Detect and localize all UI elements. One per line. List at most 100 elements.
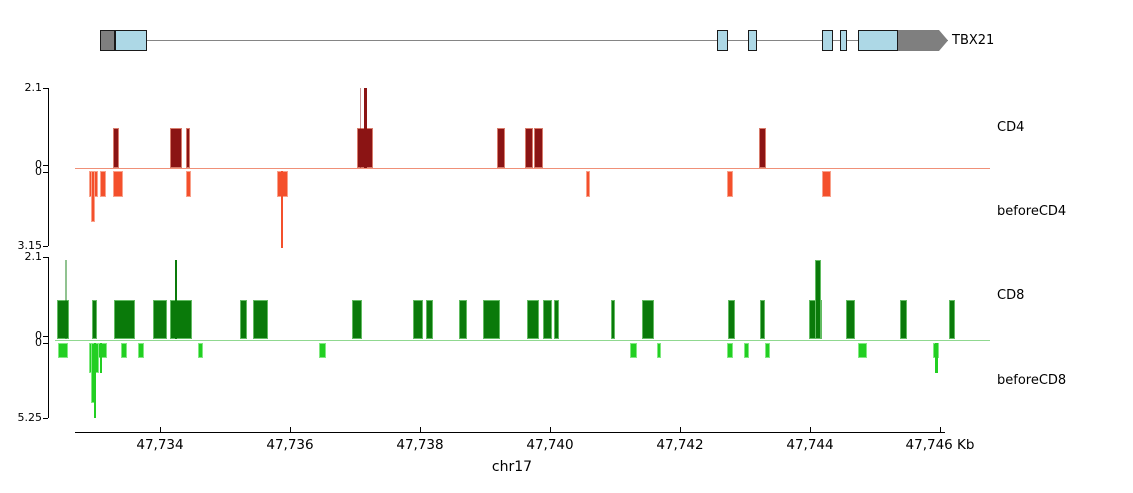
track-label-beforecd4: beforeCD4 xyxy=(997,204,1067,219)
exon-box xyxy=(747,30,758,51)
coverage-bar xyxy=(56,299,69,339)
y-axis-tick xyxy=(43,88,48,89)
track-baseline xyxy=(55,340,990,342)
coverage-bar xyxy=(524,128,533,168)
coverage-bar xyxy=(186,171,191,197)
coverage-bar xyxy=(170,128,182,168)
x-tick-label: 47,742 xyxy=(656,437,704,453)
y-axis-line xyxy=(48,88,49,246)
x-axis-tick xyxy=(940,427,941,432)
y-tick-label: 3.15 xyxy=(17,239,43,252)
coverage-bar xyxy=(726,343,733,358)
coverage-bar xyxy=(610,299,615,339)
coverage-bar xyxy=(152,299,167,339)
coverage-bar xyxy=(58,343,68,358)
exon-box xyxy=(840,30,847,51)
coverage-bar xyxy=(482,299,500,339)
y-axis-tick xyxy=(43,257,48,258)
exon-box xyxy=(115,30,147,51)
x-tick-label: 47,746 Kb xyxy=(905,437,975,453)
coverage-bar xyxy=(726,171,733,197)
gene-intron-line xyxy=(100,40,948,42)
coverage-bar xyxy=(94,343,96,419)
x-tick-label: 47,734 xyxy=(136,437,184,453)
coverage-bar xyxy=(90,171,95,223)
coverage-bar xyxy=(64,260,67,339)
coverage-bar xyxy=(253,299,268,339)
coverage-bar xyxy=(554,299,559,339)
y-axis-tick xyxy=(43,343,48,344)
x-axis-tick xyxy=(550,427,551,432)
coverage-bar xyxy=(815,260,821,339)
coverage-bar xyxy=(412,299,423,339)
gene-name-label: TBX21 xyxy=(952,33,995,48)
y-tick-label: 0 xyxy=(35,336,42,349)
track-baseline xyxy=(75,168,990,170)
coverage-bar xyxy=(113,299,135,339)
coverage-bar xyxy=(318,343,326,358)
coverage-bar xyxy=(113,128,119,168)
coverage-bar xyxy=(186,128,191,168)
x-axis-tick xyxy=(680,427,681,432)
coverage-bar xyxy=(948,299,955,339)
x-axis-tick xyxy=(420,427,421,432)
coverage-bar xyxy=(281,171,283,249)
coverage-bar xyxy=(100,171,106,197)
coverage-bar xyxy=(586,171,590,197)
coverage-bar xyxy=(425,299,433,339)
coverage-bar xyxy=(363,88,368,168)
coverage-bar xyxy=(744,343,750,358)
coverage-bar xyxy=(459,299,467,339)
x-tick-label: 47,744 xyxy=(786,437,834,453)
coverage-bar xyxy=(352,299,362,339)
coverage-bar xyxy=(198,343,204,358)
y-axis-tick xyxy=(43,336,48,337)
coverage-bar xyxy=(846,299,855,339)
y-axis-line xyxy=(48,257,49,418)
gene-direction-arrow-box xyxy=(898,30,948,51)
coverage-bar xyxy=(758,128,766,168)
coverage-bar xyxy=(138,343,144,358)
coverage-bar xyxy=(121,343,127,358)
coverage-bar xyxy=(112,171,123,197)
y-tick-label: 2.1 xyxy=(24,250,43,263)
x-axis-tick xyxy=(810,427,811,432)
utr-box xyxy=(100,30,115,51)
chromosome-label: chr17 xyxy=(491,459,533,475)
y-tick-label: 0 xyxy=(35,158,42,171)
y-axis-tick xyxy=(43,418,48,419)
coverage-bar xyxy=(760,299,765,339)
y-tick-label: 5.25 xyxy=(17,411,43,424)
exon-box xyxy=(716,30,728,51)
coverage-bar xyxy=(900,299,907,339)
coverage-bar xyxy=(542,299,552,339)
x-axis-tick xyxy=(290,427,291,432)
track-label-cd8: CD8 xyxy=(997,288,1025,303)
coverage-bar xyxy=(359,88,362,168)
coverage-bar xyxy=(934,343,938,374)
coverage-bar xyxy=(170,299,192,339)
track-label-cd4: CD4 xyxy=(997,120,1025,135)
x-axis-tick xyxy=(160,427,161,432)
coverage-bar xyxy=(92,299,97,339)
y-axis-tick xyxy=(43,165,48,166)
x-axis-line xyxy=(75,432,945,434)
x-tick-label: 47,738 xyxy=(396,437,444,453)
coverage-bar xyxy=(765,343,771,358)
coverage-bar xyxy=(175,260,177,339)
coverage-bar xyxy=(822,171,831,197)
coverage-bar xyxy=(641,299,654,339)
track-label-beforecd8: beforeCD8 xyxy=(997,373,1067,388)
exon-box xyxy=(857,30,898,51)
coverage-bar xyxy=(857,343,867,358)
coverage-bar xyxy=(630,343,637,358)
x-tick-label: 47,736 xyxy=(266,437,314,453)
coverage-bar xyxy=(656,343,661,358)
x-tick-label: 47,740 xyxy=(526,437,574,453)
y-axis-tick xyxy=(43,246,48,247)
y-tick-label: 0 xyxy=(35,165,42,178)
coverage-bar xyxy=(526,299,539,339)
coverage-bar xyxy=(100,343,102,374)
coverage-bar xyxy=(727,299,735,339)
